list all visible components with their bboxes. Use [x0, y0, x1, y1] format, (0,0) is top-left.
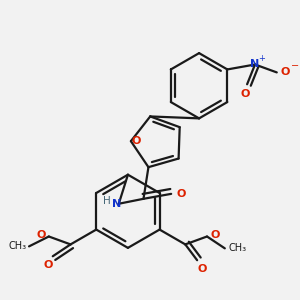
Text: O: O — [176, 189, 186, 199]
Text: N: N — [250, 59, 260, 70]
Text: N: N — [112, 199, 122, 209]
Text: O: O — [43, 260, 52, 270]
Text: O: O — [131, 136, 140, 146]
Text: O: O — [197, 264, 207, 274]
Text: H: H — [103, 196, 111, 206]
Text: O: O — [240, 89, 250, 99]
Text: CH₃: CH₃ — [229, 243, 247, 254]
Text: O: O — [281, 68, 290, 77]
Text: O: O — [36, 230, 46, 239]
Text: −: − — [290, 61, 298, 71]
Text: O: O — [210, 230, 220, 239]
Text: CH₃: CH₃ — [8, 242, 26, 251]
Text: +: + — [259, 54, 266, 63]
